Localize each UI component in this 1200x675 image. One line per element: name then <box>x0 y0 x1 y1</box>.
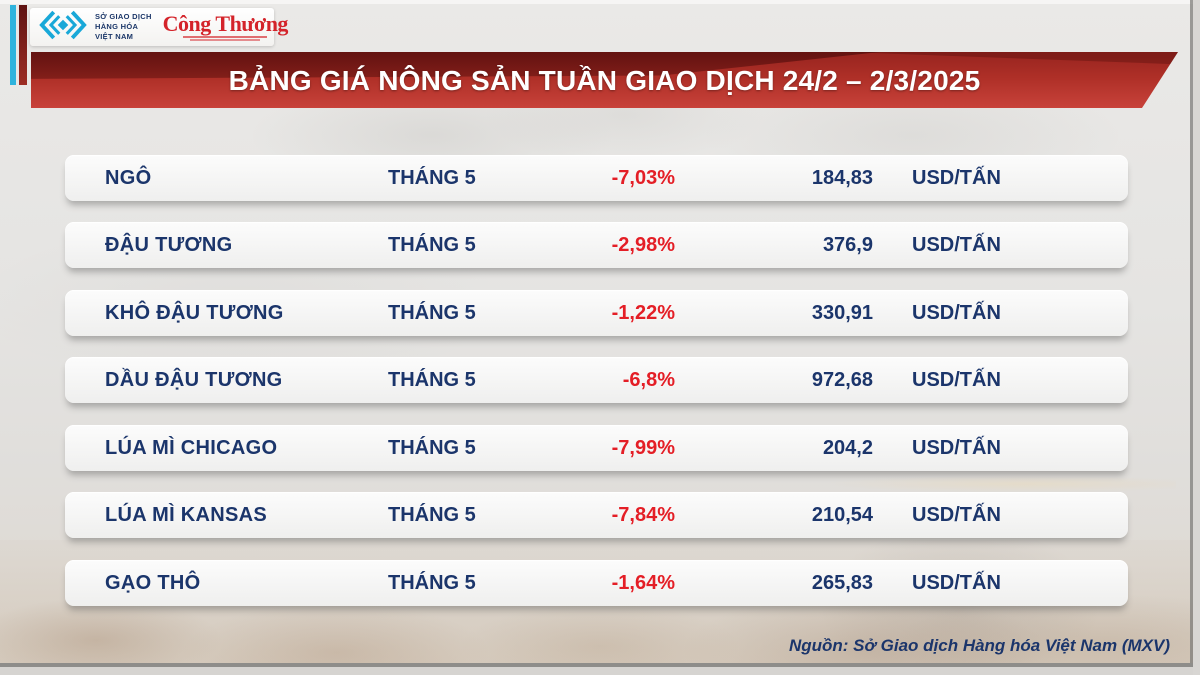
price-value: 330,91 <box>811 302 873 324</box>
weekly-change: -7,84% <box>611 504 675 526</box>
mxv-org-name: SỞ GIAO DỊCH HÀNG HÓA VIỆT NAM <box>95 12 152 41</box>
frame-bottom-edge <box>0 663 1193 667</box>
weekly-change: -7,03% <box>611 167 675 189</box>
price-unit: USD/TẤN <box>912 302 1001 324</box>
title-banner: BẢNG GIÁ NÔNG SẢN TUẦN GIAO DỊCH 24/2 – … <box>31 52 1178 108</box>
price-value: 972,68 <box>811 369 873 391</box>
congthuong-tagline-rule <box>183 35 268 38</box>
header-logo-plate: SỞ GIAO DỊCH HÀNG HÓA VIỆT NAM Công Thươ… <box>30 8 288 46</box>
weekly-change: -6,8% <box>622 369 675 391</box>
price-value: 376,9 <box>822 234 873 256</box>
frame-bottom-margin <box>0 667 1193 675</box>
weekly-change: -1,22% <box>611 302 675 324</box>
price-unit: USD/TẤN <box>912 234 1001 256</box>
weekly-change: -1,64% <box>611 572 675 594</box>
commodity-name: GẠO THÔ <box>105 572 201 594</box>
weekly-change: -2,98% <box>611 234 675 256</box>
table-row: ĐẬU TƯƠNG THÁNG 5 -2,98% 376,9 USD/TẤN <box>65 222 1128 268</box>
contract-month: THÁNG 5 <box>388 437 476 459</box>
contract-month: THÁNG 5 <box>388 302 476 324</box>
table-row: LÚA MÌ KANSAS THÁNG 5 -7,84% 210,54 USD/… <box>65 492 1128 538</box>
mxv-logo-icon <box>38 10 88 45</box>
price-unit: USD/TẤN <box>912 504 1001 526</box>
price-unit: USD/TẤN <box>912 437 1001 459</box>
weekly-change: -7,99% <box>611 437 675 459</box>
price-unit: USD/TẤN <box>912 167 1001 189</box>
contract-month: THÁNG 5 <box>388 369 476 391</box>
congthuong-logotype: Công Thương <box>162 10 289 36</box>
congthuong-tagline-rule <box>190 38 261 41</box>
mxv-org-line: SỞ GIAO DỊCH <box>95 12 152 22</box>
contract-month: THÁNG 5 <box>388 504 476 526</box>
accent-stripe-maroon <box>19 5 27 85</box>
page-title: BẢNG GIÁ NÔNG SẢN TUẦN GIAO DỊCH 24/2 – … <box>228 65 981 96</box>
price-value: 204,2 <box>822 437 873 459</box>
table-row: NGÔ THÁNG 5 -7,03% 184,83 USD/TẤN <box>65 155 1128 201</box>
mxv-org-line: VIỆT NAM <box>95 31 134 41</box>
contract-month: THÁNG 5 <box>388 572 476 594</box>
price-unit: USD/TẤN <box>912 572 1001 594</box>
price-value: 265,83 <box>811 572 873 594</box>
accent-stripe-cyan <box>10 5 16 85</box>
commodity-name: LÚA MÌ KANSAS <box>105 504 268 526</box>
contract-month: THÁNG 5 <box>388 167 476 189</box>
table-row: KHÔ ĐẬU TƯƠNG THÁNG 5 -1,22% 330,91 USD/… <box>65 290 1128 336</box>
frame-top-edge <box>0 0 1200 4</box>
frame-right-edge <box>1190 0 1193 675</box>
commodity-name: NGÔ <box>105 167 152 189</box>
commodity-name: ĐẬU TƯƠNG <box>105 234 233 256</box>
contract-month: THÁNG 5 <box>388 234 476 256</box>
commodity-name: LÚA MÌ CHICAGO <box>105 437 278 459</box>
price-value: 210,54 <box>811 504 873 526</box>
commodity-name: DẦU ĐẬU TƯƠNG <box>105 369 283 391</box>
mxv-org-line: HÀNG HÓA <box>95 22 139 32</box>
source-note: Nguồn: Sở Giao dịch Hàng hóa Việt Nam (M… <box>788 636 1170 655</box>
price-value: 184,83 <box>811 167 873 189</box>
congthuong-logo: Công Thương <box>162 10 289 41</box>
frame-right-margin <box>1193 0 1200 675</box>
table-row: LÚA MÌ CHICAGO THÁNG 5 -7,99% 204,2 USD/… <box>65 425 1128 471</box>
table-row: DẦU ĐẬU TƯƠNG THÁNG 5 -6,8% 972,68 USD/T… <box>65 357 1128 403</box>
commodity-name: KHÔ ĐẬU TƯƠNG <box>105 302 284 324</box>
table-row: GẠO THÔ THÁNG 5 -1,64% 265,83 USD/TẤN <box>65 560 1128 606</box>
price-unit: USD/TẤN <box>912 369 1001 391</box>
